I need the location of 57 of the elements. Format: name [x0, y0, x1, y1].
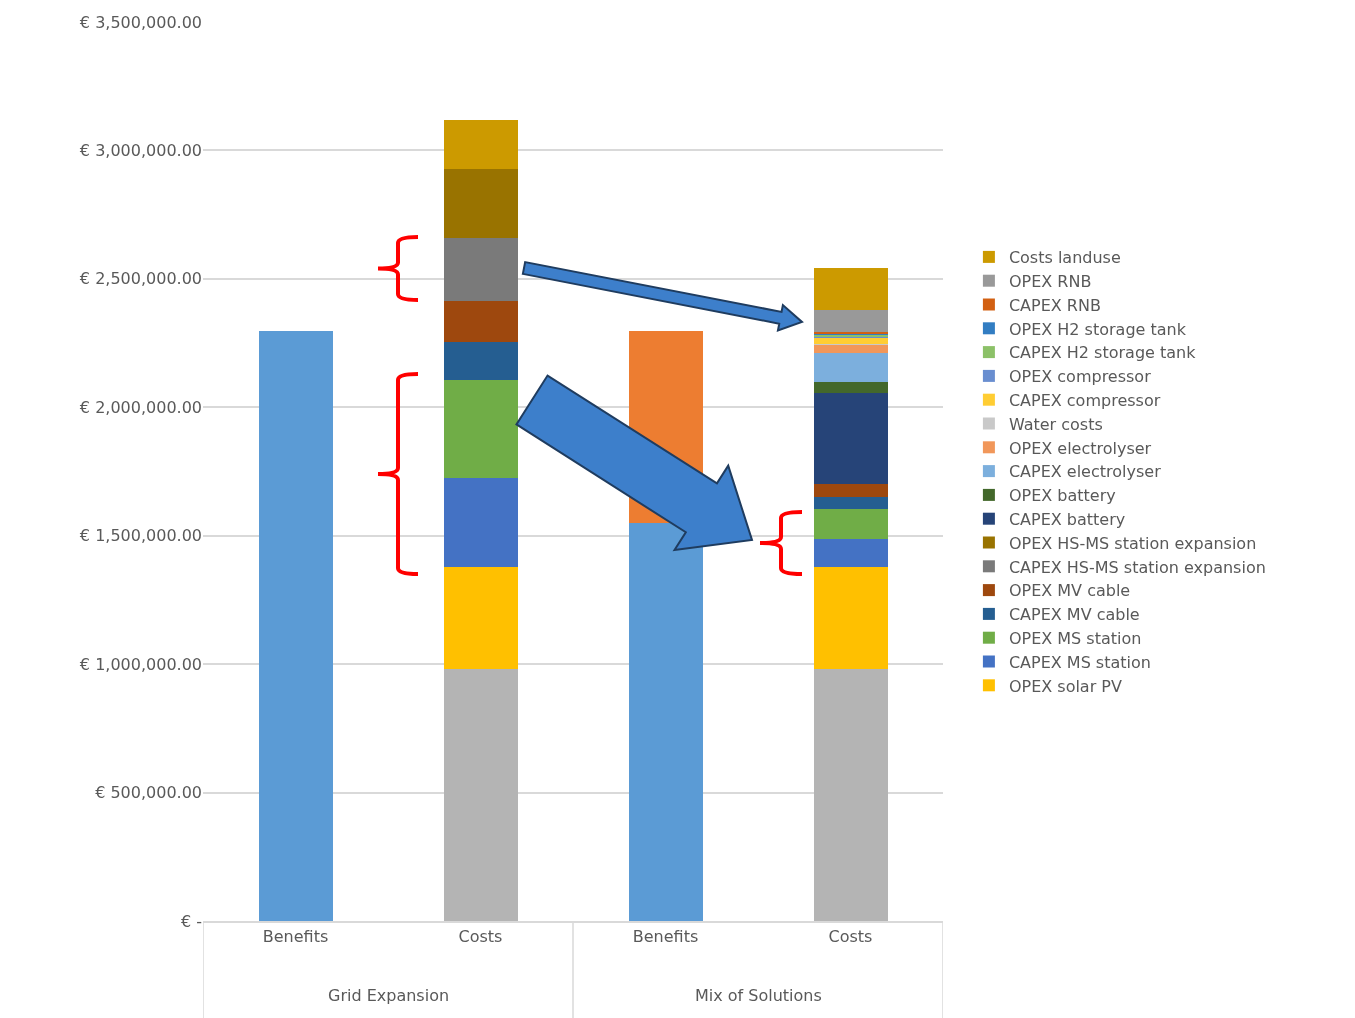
- bar: [813, 381, 888, 393]
- x-tick-label: Costs: [458, 926, 503, 946]
- y-tick-label: € 3,500,000.00: [79, 12, 202, 32]
- legend-label: CAPEX MV cable: [1008, 605, 1140, 625]
- bar: [443, 380, 518, 478]
- legend-label: OPEX battery: [1008, 486, 1116, 506]
- legend-label: CAPEX MS station: [1008, 652, 1151, 672]
- y-tick-label: € 500,000.00: [95, 783, 202, 803]
- legend-label: CAPEX HS-MS station expansion: [1008, 557, 1266, 577]
- bar: [628, 522, 703, 921]
- legend-label: CAPEX electrolyser: [1008, 462, 1162, 482]
- bar: [813, 567, 888, 670]
- bar: [813, 310, 888, 332]
- bar: [813, 267, 888, 311]
- legend-label: OPEX electrolyser: [1008, 438, 1152, 458]
- text: Mix of Solutions: [695, 986, 822, 1005]
- legend-label: CAPEX H2 storage tank: [1008, 343, 1197, 363]
- legend-label: OPEX H2 storage tank: [1008, 319, 1187, 339]
- bar: [443, 669, 518, 921]
- bar: [813, 352, 888, 382]
- bar: [443, 119, 518, 169]
- legend-label: OPEX HS-MS station expansion: [1008, 533, 1257, 553]
- bar: [258, 331, 333, 921]
- bar: [813, 392, 888, 484]
- x-tick-label: Benefits: [262, 926, 329, 946]
- legend-label: OPEX MV cable: [1008, 581, 1131, 601]
- bar: [813, 483, 888, 497]
- y-tick-label: € 3,000,000.00: [79, 141, 202, 161]
- legend-label: Water costs: [1008, 414, 1103, 434]
- legend-label: CAPEX compressor: [1008, 390, 1161, 410]
- y-tick-label: € 1,500,000.00: [79, 526, 202, 546]
- legend-label: CAPEX battery: [1008, 509, 1126, 529]
- y-tick-label: € -: [180, 911, 202, 931]
- bar: [813, 509, 888, 540]
- bar: [813, 539, 888, 568]
- legend-label: OPEX RNB: [1008, 271, 1092, 291]
- bar: [443, 300, 518, 343]
- legend-label: Costs landuse: [1008, 248, 1121, 268]
- text: Grid Expansion: [328, 986, 450, 1005]
- y-tick-label: € 1,000,000.00: [79, 654, 202, 674]
- legend-label: CAPEX RNB: [1008, 295, 1101, 315]
- bar: [813, 669, 888, 921]
- legend-label: OPEX MS station: [1008, 628, 1142, 648]
- bar: [443, 238, 518, 301]
- bar: [443, 168, 518, 239]
- bar: [813, 344, 888, 353]
- x-tick-label: Costs: [828, 926, 873, 946]
- bar: [813, 338, 888, 344]
- bar: [443, 342, 518, 381]
- x-tick-label: Benefits: [632, 926, 699, 946]
- legend-label: OPEX compressor: [1008, 367, 1152, 387]
- bar: [443, 567, 518, 670]
- legend-label: OPEX solar PV: [1008, 676, 1122, 696]
- bar: [443, 477, 518, 568]
- y-tick-label: € 2,000,000.00: [79, 397, 202, 417]
- y-tick-label: € 2,500,000.00: [79, 269, 202, 289]
- bar: [813, 496, 888, 509]
